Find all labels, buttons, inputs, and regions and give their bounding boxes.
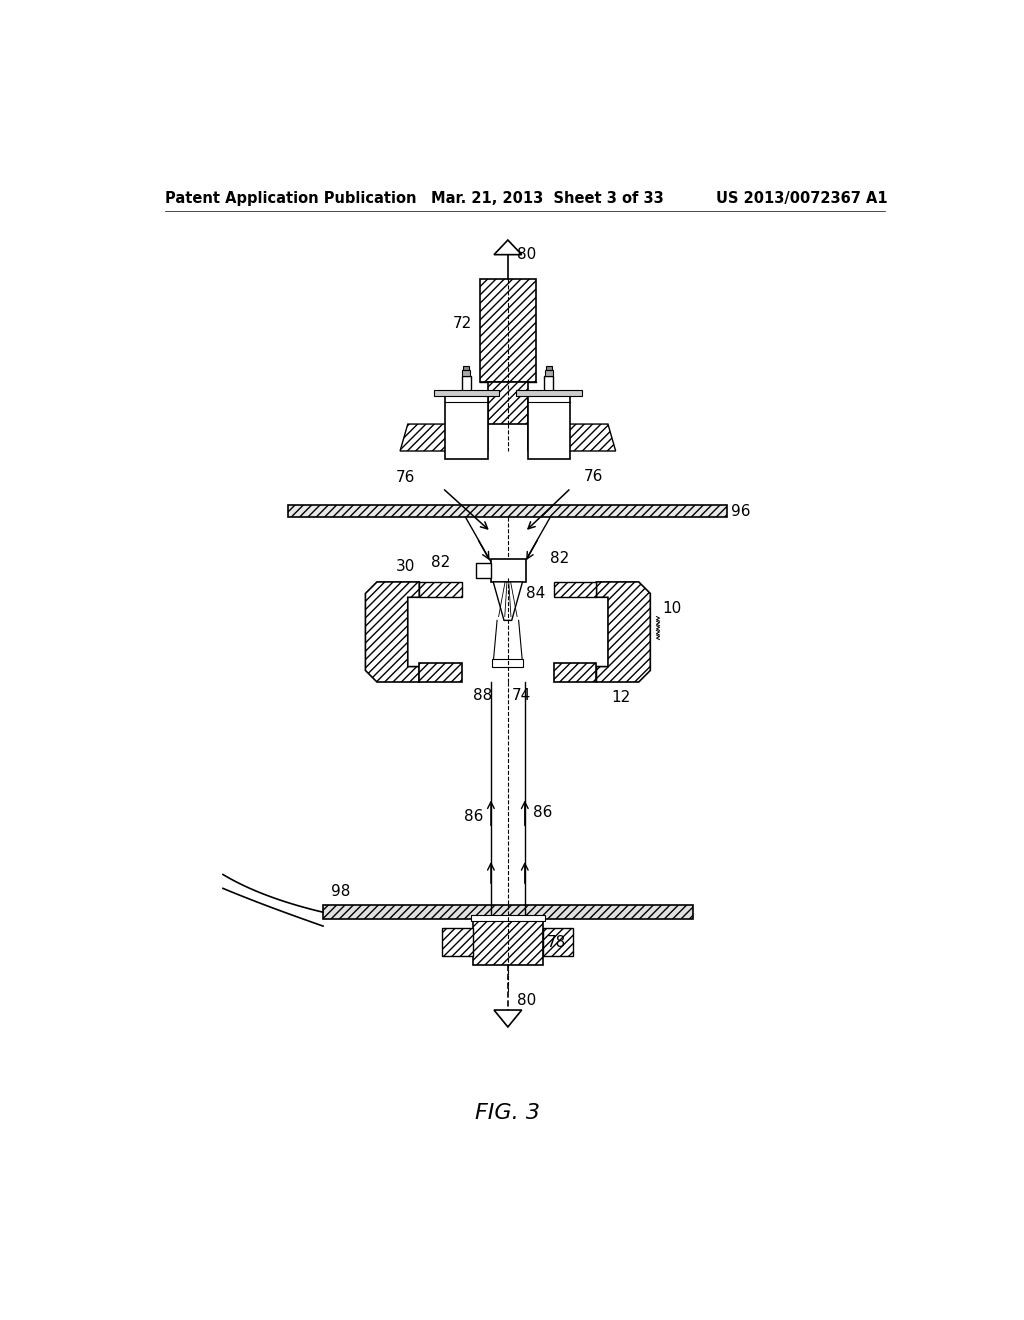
Text: US 2013/0072367 A1: US 2013/0072367 A1 xyxy=(716,191,888,206)
Bar xyxy=(475,562,490,578)
Bar xyxy=(554,582,596,597)
Bar xyxy=(516,391,582,396)
Text: 12: 12 xyxy=(611,689,631,705)
Bar xyxy=(471,915,545,921)
Polygon shape xyxy=(400,424,487,451)
Text: 86: 86 xyxy=(532,805,552,821)
Text: 82: 82 xyxy=(550,552,569,566)
Text: 78: 78 xyxy=(547,935,565,950)
Bar xyxy=(487,381,528,424)
Text: 74: 74 xyxy=(512,688,531,704)
Bar xyxy=(419,582,462,597)
Bar xyxy=(463,367,469,370)
Text: 76: 76 xyxy=(584,469,603,484)
Text: 80: 80 xyxy=(517,993,537,1007)
Polygon shape xyxy=(494,582,522,620)
Text: 72: 72 xyxy=(454,317,472,331)
Bar xyxy=(445,393,487,459)
Bar xyxy=(480,280,536,381)
Bar xyxy=(419,663,462,682)
Polygon shape xyxy=(596,582,650,682)
Bar xyxy=(544,376,553,393)
Text: 84: 84 xyxy=(526,586,546,601)
Text: 30: 30 xyxy=(396,558,416,574)
Polygon shape xyxy=(494,240,521,255)
Text: 80: 80 xyxy=(517,247,537,263)
Bar xyxy=(473,919,543,965)
Bar xyxy=(493,659,523,667)
Bar xyxy=(545,370,553,376)
Bar xyxy=(490,558,525,582)
Bar xyxy=(543,928,573,956)
Bar xyxy=(554,663,596,682)
Text: Patent Application Publication: Patent Application Publication xyxy=(165,191,417,206)
Bar xyxy=(463,370,470,376)
Bar xyxy=(546,367,552,370)
Bar xyxy=(323,906,692,919)
Bar xyxy=(434,391,500,396)
Bar xyxy=(528,393,570,459)
Text: 76: 76 xyxy=(396,470,416,486)
Text: 86: 86 xyxy=(464,809,483,824)
Text: 88: 88 xyxy=(473,688,493,704)
Polygon shape xyxy=(528,424,615,451)
Bar xyxy=(442,928,473,956)
Text: 10: 10 xyxy=(662,602,681,616)
Bar xyxy=(462,376,471,393)
Text: Mar. 21, 2013  Sheet 3 of 33: Mar. 21, 2013 Sheet 3 of 33 xyxy=(431,191,664,206)
Bar xyxy=(289,506,727,517)
Polygon shape xyxy=(494,1010,521,1027)
Text: 82: 82 xyxy=(431,556,451,570)
Text: FIG. 3: FIG. 3 xyxy=(475,1104,541,1123)
Polygon shape xyxy=(366,582,419,682)
Text: 96: 96 xyxy=(731,503,751,519)
Text: 98: 98 xyxy=(331,884,350,899)
